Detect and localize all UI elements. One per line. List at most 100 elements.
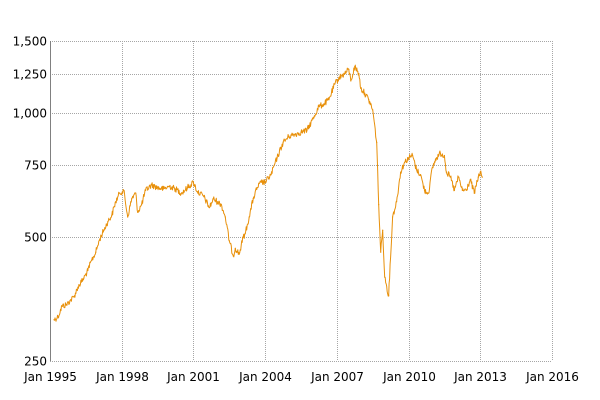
- data-point: [260, 181, 262, 183]
- data-point: [318, 105, 320, 107]
- data-point: [435, 157, 438, 159]
- data-point: [131, 198, 133, 200]
- data-point: [457, 176, 459, 178]
- data-point: [445, 171, 447, 173]
- data-point: [461, 189, 463, 191]
- data-point: [382, 229, 384, 231]
- data-point: [479, 171, 481, 173]
- data-point: [469, 179, 471, 181]
- data-point: [358, 73, 360, 75]
- data-point: [252, 198, 254, 200]
- x-tick-label: Jan 1995: [23, 370, 77, 384]
- data-point: [344, 73, 346, 75]
- data-point: [282, 141, 284, 143]
- x-tick-label: Jan 2007: [310, 370, 364, 384]
- data-point: [220, 204, 222, 206]
- x-tick-label: Jan 2010: [382, 370, 436, 384]
- data-point: [453, 189, 455, 191]
- data-point: [354, 66, 356, 68]
- data-point: [334, 83, 336, 85]
- series-layer: [53, 64, 483, 322]
- data-point: [423, 189, 426, 191]
- x-tick-label: Jan 2013: [453, 370, 507, 384]
- data-point: [244, 233, 246, 235]
- data-point: [376, 141, 378, 143]
- y-tick-label: 1,250: [13, 68, 47, 82]
- data-point: [384, 276, 386, 278]
- data-point: [350, 80, 352, 82]
- data-point: [378, 204, 380, 206]
- data-point: [322, 104, 324, 106]
- data-point: [103, 229, 105, 231]
- data-point: [481, 176, 483, 178]
- data-point: [202, 195, 204, 197]
- y-tick-label: 1,500: [13, 35, 47, 49]
- data-point: [107, 221, 109, 223]
- data-point: [157, 187, 159, 189]
- data-point: [364, 92, 366, 94]
- data-point: [232, 255, 234, 257]
- data-point: [288, 135, 290, 137]
- data-point: [276, 157, 278, 159]
- data-point: [141, 204, 143, 206]
- data-point: [95, 251, 97, 253]
- data-point: [87, 269, 89, 272]
- data-point: [115, 201, 117, 203]
- data-point: [264, 181, 266, 183]
- data-point: [135, 192, 137, 194]
- data-point: [234, 247, 236, 249]
- x-tick-label: Jan 2004: [238, 370, 292, 384]
- data-point: [477, 176, 479, 178]
- data-point: [419, 174, 422, 176]
- y-axis-tick-labels: 250 500 750 1,000 1,250 1,500: [13, 35, 47, 369]
- data-point: [312, 118, 314, 120]
- data-point: [216, 201, 218, 203]
- data-point: [465, 189, 467, 191]
- data-point: [449, 176, 451, 178]
- y-tick-label: 750: [24, 159, 47, 173]
- data-point: [228, 240, 230, 242]
- data-point: [408, 157, 410, 159]
- data-point: [65, 304, 67, 306]
- data-point: [137, 211, 139, 213]
- data-point: [91, 259, 93, 261]
- data-point: [192, 181, 194, 183]
- data-point: [208, 207, 210, 209]
- data-point: [57, 316, 59, 318]
- data-point: [415, 169, 418, 171]
- data-point: [61, 305, 63, 307]
- data-point: [238, 253, 240, 255]
- data-point: [300, 131, 302, 133]
- data-point: [256, 187, 258, 189]
- data-point: [119, 192, 121, 194]
- data-point: [186, 187, 189, 189]
- data-point: [396, 201, 398, 203]
- x-tick-label: Jan 2001: [166, 370, 220, 384]
- x-axis-tick-labels: Jan 1995 Jan 1998 Jan 2001 Jan 2004 Jan 2007…: [23, 370, 579, 384]
- data-point: [196, 191, 198, 193]
- data-point: [77, 286, 79, 288]
- data-point: [306, 129, 308, 131]
- x-tick-label: Jan 2016: [525, 370, 579, 384]
- data-point: [168, 185, 171, 187]
- data-point: [174, 188, 177, 190]
- data-point: [212, 198, 214, 200]
- y-tick-label: 500: [24, 231, 47, 245]
- x-tick-label: Jan 1998: [95, 370, 149, 384]
- data-point: [127, 216, 129, 218]
- data-point: [242, 236, 244, 238]
- data-point: [151, 184, 153, 186]
- data-point: [412, 154, 414, 157]
- data-point: [248, 216, 250, 218]
- series-line: [53, 64, 483, 322]
- data-point: [372, 109, 374, 111]
- data-point: [427, 192, 430, 194]
- data-point: [69, 300, 71, 302]
- data-point: [270, 174, 272, 176]
- data-point: [473, 192, 475, 194]
- data-point: [83, 277, 85, 279]
- data-point: [348, 68, 350, 70]
- data-point: [439, 152, 441, 154]
- y-tick-label: 1,000: [13, 107, 47, 121]
